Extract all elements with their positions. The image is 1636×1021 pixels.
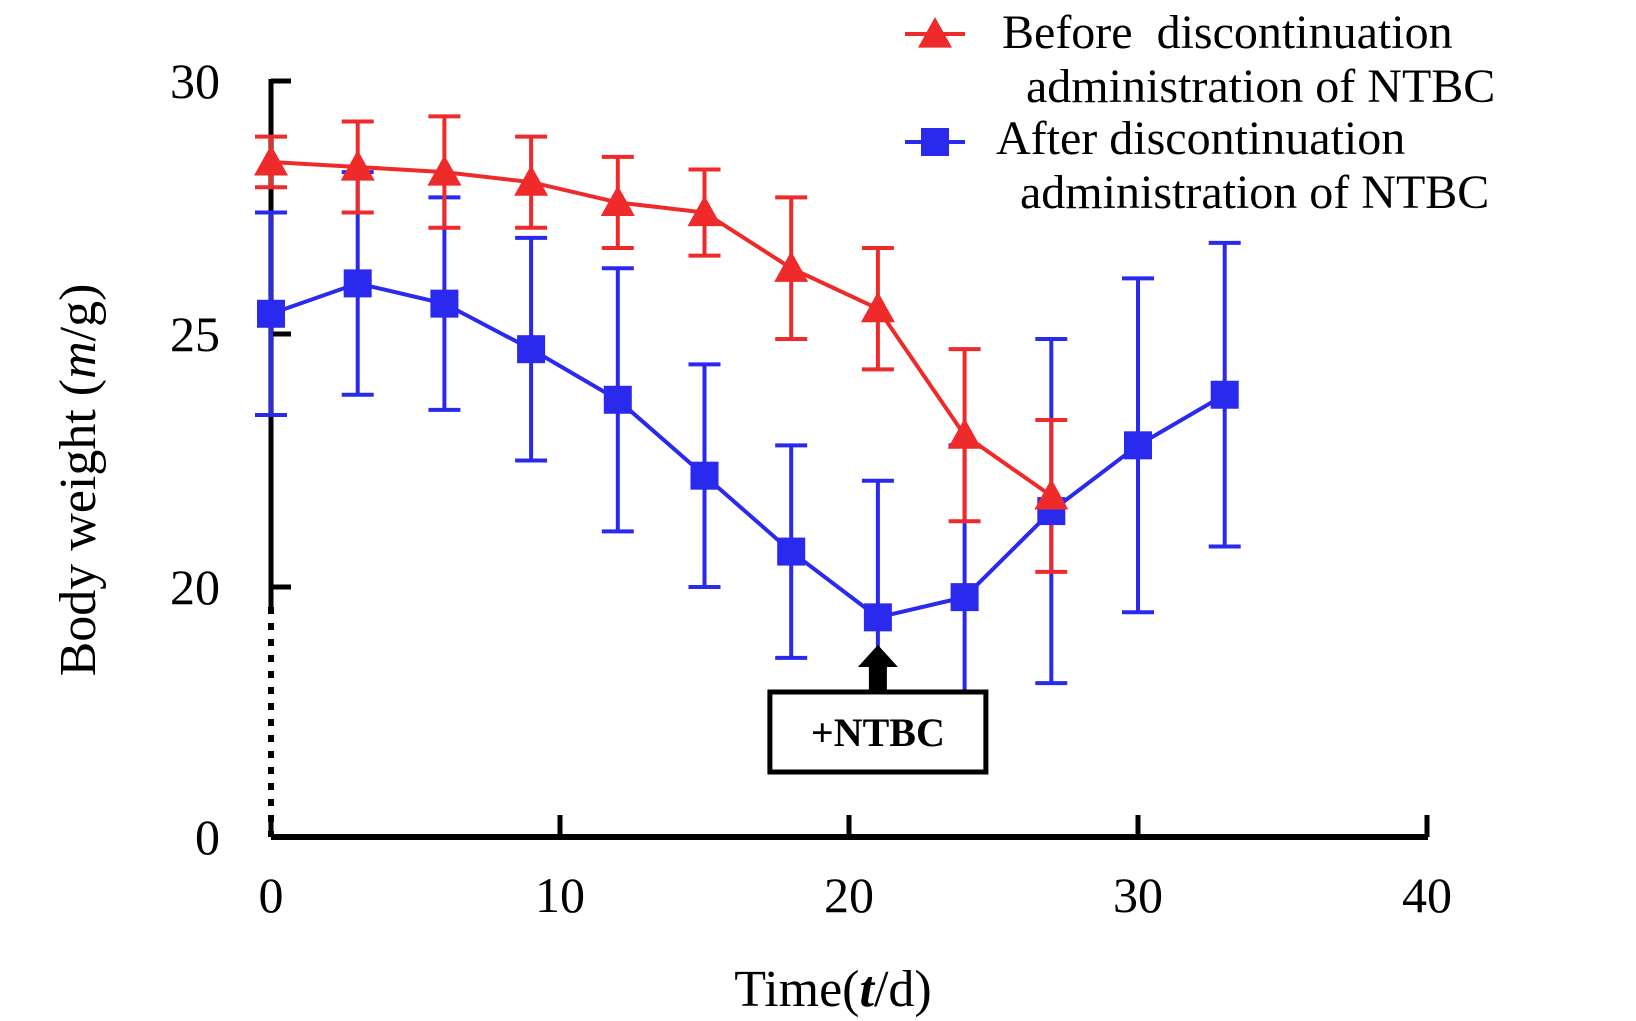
x-tick-label: 10 bbox=[535, 867, 585, 923]
after-data-point bbox=[863, 603, 892, 632]
annotation: +NTBC bbox=[767, 645, 989, 775]
legend-marker bbox=[921, 128, 949, 156]
after-data-point bbox=[1210, 380, 1239, 409]
x-axis-title: Time(t/d) bbox=[734, 961, 931, 1018]
y-tick-label: 25 bbox=[170, 306, 220, 362]
after-data-point bbox=[430, 289, 459, 318]
x-tick-label: 40 bbox=[1402, 867, 1452, 923]
x-tick-label: 0 bbox=[259, 867, 284, 923]
legend-label: After discontinuation bbox=[996, 112, 1405, 165]
before-data-point bbox=[860, 291, 895, 323]
legend-label: Before discontinuation bbox=[1002, 6, 1453, 59]
tick-labels: 0 10 20 30 40 0 20 25 30 bbox=[170, 53, 1452, 923]
series-lines bbox=[270, 159, 1226, 620]
axis-titles: Time(t/d) Body weight (m/g) bbox=[50, 284, 932, 1018]
after-data-point bbox=[950, 583, 979, 612]
annotation-box bbox=[767, 689, 989, 775]
before-data-point bbox=[947, 418, 982, 449]
legend-label: administration of NTBC bbox=[1026, 60, 1495, 113]
after-data-point bbox=[690, 461, 719, 490]
after-data-point bbox=[343, 269, 372, 298]
before-data-point bbox=[427, 155, 462, 186]
before-data-point bbox=[254, 144, 288, 176]
before-data-point bbox=[1034, 478, 1069, 510]
after-data-point bbox=[777, 537, 806, 566]
after-data-point bbox=[257, 299, 285, 328]
x-tick-label: 20 bbox=[824, 867, 874, 923]
y-tick-label: 0 bbox=[195, 809, 220, 865]
series-markers bbox=[254, 144, 1239, 632]
before-data-point bbox=[514, 165, 549, 196]
after-data-point bbox=[603, 385, 632, 414]
before-data-point bbox=[340, 150, 375, 181]
annotation-label: +NTBC bbox=[811, 710, 945, 755]
after-data-point bbox=[517, 335, 546, 364]
before-data-point bbox=[600, 185, 635, 217]
y-tick-label: 30 bbox=[170, 53, 220, 109]
before-data-point bbox=[687, 195, 722, 227]
before-data-point bbox=[774, 251, 809, 282]
legend-marker bbox=[918, 17, 952, 48]
up-arrow-icon bbox=[857, 645, 898, 703]
after-data-point bbox=[1124, 431, 1152, 460]
x-tick-label: 30 bbox=[1113, 867, 1163, 923]
before-series-line bbox=[270, 159, 1053, 498]
y-axis-title: Body weight (m/g) bbox=[50, 284, 107, 677]
y-tick-label: 20 bbox=[170, 559, 220, 615]
after-series-line bbox=[270, 281, 1226, 620]
legend-label: administration of NTBC bbox=[1020, 166, 1489, 219]
ntbc-annotation: +NTBC bbox=[767, 645, 989, 775]
